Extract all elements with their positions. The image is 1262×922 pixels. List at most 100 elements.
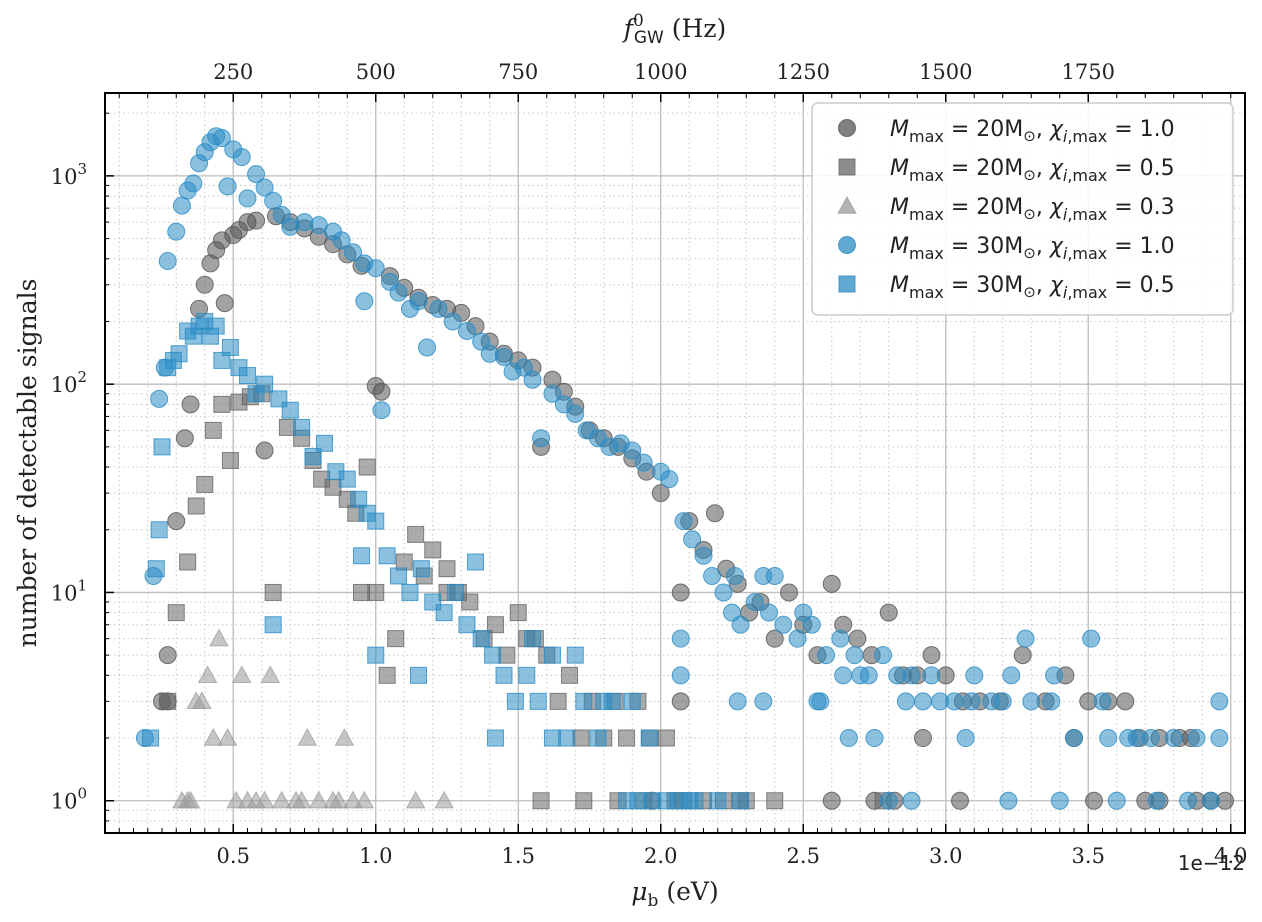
data-point: [618, 729, 636, 747]
data-point: [231, 665, 252, 684]
x-offset-text: 1e−12: [1178, 851, 1245, 875]
data-point: [217, 728, 238, 746]
data-point: [794, 603, 813, 622]
data-point: [197, 665, 218, 684]
data-point: [418, 338, 437, 357]
data-point: [328, 790, 349, 809]
data-point: [353, 547, 370, 565]
data-point: [669, 792, 687, 810]
data-point: [811, 692, 830, 711]
top-tick-label: 750: [498, 60, 538, 84]
data-point: [213, 395, 231, 413]
data-point: [390, 567, 408, 585]
data-point: [247, 165, 266, 184]
data-point: [643, 792, 661, 810]
data-point: [438, 560, 456, 578]
data-point: [358, 458, 376, 476]
data-point: [332, 231, 351, 250]
data-point: [518, 666, 536, 684]
data-point: [558, 729, 576, 747]
x-axis-title-unit: (eV): [658, 877, 718, 906]
data-point: [195, 275, 214, 294]
data-point: [255, 441, 274, 460]
data-point: [147, 560, 165, 578]
data-point: [671, 692, 690, 711]
y-tick-label: 100: [51, 785, 87, 814]
data-point: [566, 404, 585, 423]
data-point: [1042, 692, 1061, 711]
data-point: [524, 630, 541, 648]
y-tick-label: 103: [51, 160, 87, 189]
data-point: [1065, 729, 1083, 748]
x-axis-title-subscript: b: [648, 891, 659, 911]
data-point: [1107, 791, 1126, 810]
data-point: [498, 646, 516, 664]
data-point: [150, 389, 169, 408]
top-axis-title-subscript: GW: [634, 28, 664, 48]
data-point: [879, 791, 898, 810]
data-point: [457, 321, 476, 340]
data-point: [774, 615, 793, 634]
data-point: [179, 553, 197, 571]
data-point: [1116, 692, 1135, 711]
data-point: [683, 530, 702, 549]
data-point: [874, 646, 893, 665]
data-point: [324, 478, 342, 496]
data-point: [822, 791, 841, 810]
data-point: [281, 401, 299, 419]
top-tick-label: 250: [213, 60, 253, 84]
data-point: [254, 790, 275, 809]
data-point: [651, 484, 670, 503]
data-point: [247, 211, 266, 230]
data-point: [410, 666, 427, 684]
data-point: [409, 292, 428, 311]
data-point: [965, 666, 984, 685]
data-point: [486, 729, 504, 747]
legend-marker: [837, 195, 857, 214]
series-2: [172, 628, 454, 809]
data-point: [278, 418, 296, 436]
data-point: [1022, 692, 1041, 711]
data-point: [902, 791, 921, 810]
x-tick-label: 3.0: [929, 844, 962, 868]
data-point: [714, 583, 733, 602]
data-point: [484, 646, 502, 664]
data-point: [255, 178, 274, 197]
data-point: [945, 692, 964, 711]
legend-label: Mmax = 30M⊙, χi,max = 0.5: [890, 273, 1175, 302]
data-point: [765, 566, 784, 585]
data-point: [158, 252, 177, 271]
data-point: [865, 729, 884, 748]
data-point: [660, 470, 679, 489]
data-point: [239, 367, 256, 385]
data-point: [372, 382, 391, 401]
data-point: [1082, 629, 1101, 648]
data-point: [209, 628, 229, 647]
data-point: [705, 504, 724, 523]
data-point: [387, 630, 405, 648]
data-point: [334, 728, 355, 746]
data-point: [159, 692, 177, 710]
data-point: [745, 592, 764, 611]
data-point: [845, 646, 864, 665]
data-point: [486, 616, 504, 634]
data-point: [175, 429, 194, 448]
data-point: [378, 666, 396, 684]
top-axis-title-superscript: 0: [633, 11, 644, 31]
data-point: [378, 547, 396, 565]
axis-ticks: [105, 93, 1232, 834]
data-point: [902, 666, 921, 685]
data-point: [788, 629, 807, 648]
data-point: [913, 729, 932, 748]
data-point: [822, 574, 841, 593]
data-point: [187, 497, 205, 515]
data-point: [817, 646, 836, 665]
y-axis-title: number of detectable signals: [13, 279, 42, 648]
data-point: [543, 384, 562, 403]
series-3: [135, 127, 1229, 810]
data-point: [158, 646, 177, 665]
data-point: [184, 174, 203, 193]
top-tick-label: 1750: [1062, 60, 1115, 84]
data-point: [353, 583, 370, 601]
